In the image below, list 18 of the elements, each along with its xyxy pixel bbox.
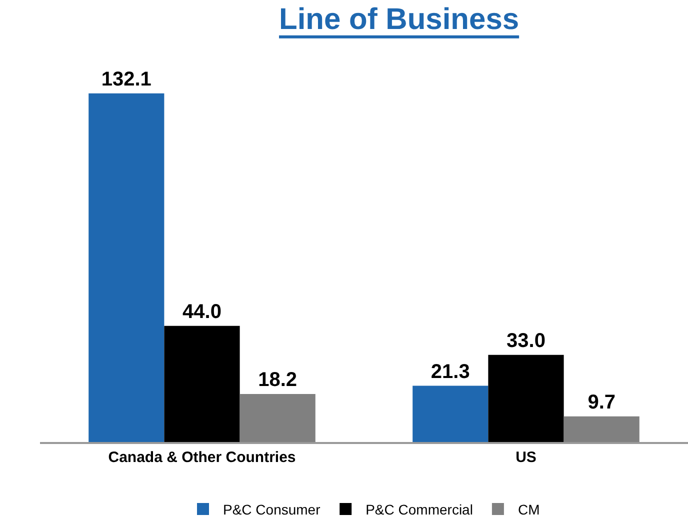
data-label: 9.7 <box>588 391 616 414</box>
data-label: 132.1 <box>101 68 152 90</box>
bar <box>88 93 164 442</box>
x-tick-label: Canada & Other Countries <box>108 449 296 466</box>
data-label: 44.0 <box>182 300 222 323</box>
bar <box>488 354 564 442</box>
data-label: 21.3 <box>430 360 470 383</box>
legend-label: P&C Commercial <box>366 501 473 518</box>
bar <box>164 326 240 442</box>
bar <box>564 416 640 442</box>
data-label: 18.2 <box>258 368 298 391</box>
x-tick-label: US <box>516 449 536 466</box>
chart-title: Line of Business <box>279 2 520 36</box>
bar <box>412 386 488 442</box>
legend-label: P&C Consumer <box>223 501 321 518</box>
bar <box>240 394 316 442</box>
data-label: 33.0 <box>506 330 546 352</box>
legend-label: CM <box>518 501 540 518</box>
